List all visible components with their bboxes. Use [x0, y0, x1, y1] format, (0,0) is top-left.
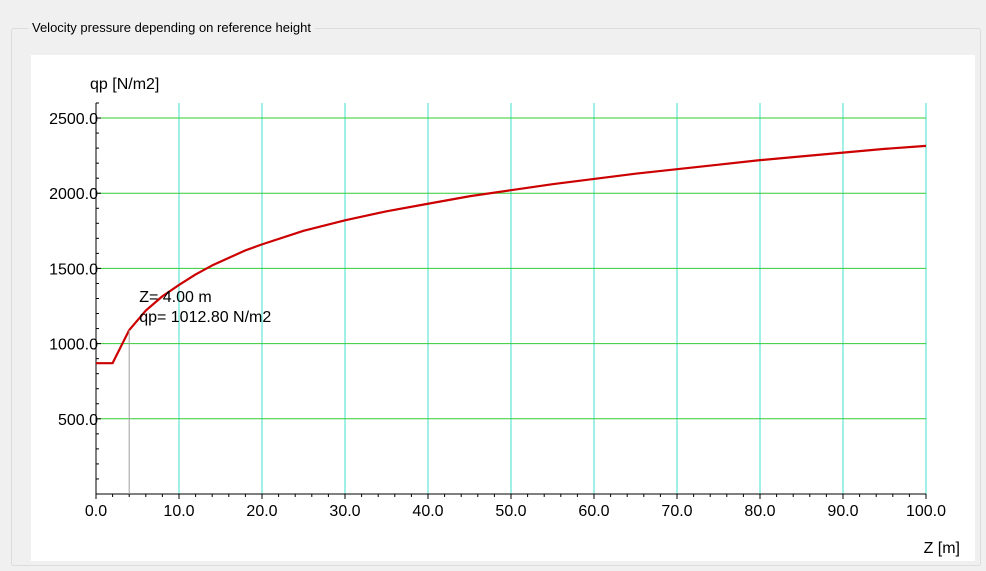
x-tick-label: 40.0 [412, 503, 443, 520]
x-tick-label: 30.0 [329, 503, 360, 520]
y-tick-label: 1500.0 [49, 261, 98, 278]
velocity-pressure-groupbox [11, 28, 981, 566]
x-tick-label: 60.0 [578, 503, 609, 520]
y-tick-label: 500.0 [58, 412, 98, 429]
y-tick-label: 2000.0 [49, 186, 98, 203]
x-tick-label: 90.0 [827, 503, 858, 520]
x-tick-label: 70.0 [661, 503, 692, 520]
plot-panel: 0.0 10.0 20.0 30.0 40.0 50.0 60.0 70.0 80.0 90.0 1… [31, 55, 975, 561]
x-tick-label: 50.0 [495, 503, 526, 520]
x-tick-label: 100.0 [906, 503, 946, 520]
y-tick-label: 1000.0 [49, 337, 98, 354]
series-layer [96, 144, 927, 365]
velocity-pressure-chart: 0.0 10.0 20.0 30.0 40.0 50.0 60.0 70.0 80.0 90.0 1… [49, 76, 960, 557]
marker-label-qp: qp= 1012.80 N/m2 [139, 309, 271, 326]
x-tick-label: 0.0 [85, 503, 107, 520]
axes: 0.0 10.0 20.0 30.0 40.0 50.0 60.0 70.0 80.0 90.0 1… [49, 102, 946, 520]
y-tick-label: 2500.0 [49, 111, 98, 128]
group-title: Velocity pressure depending on reference… [28, 20, 315, 36]
x-tick-label: 10.0 [163, 503, 194, 520]
y-axis-label: qp [N/m2] [90, 76, 159, 93]
marker-label-z: Z= 4.00 m [139, 289, 211, 306]
grid [96, 103, 927, 494]
x-tick-label: 80.0 [744, 503, 775, 520]
marker-layer: Z= 4.00 m qp= 1012.80 N/m2 [128, 289, 271, 494]
qp-curve [96, 144, 927, 365]
x-axis-label: Z [m] [924, 540, 960, 557]
x-tick-label: 20.0 [246, 503, 277, 520]
